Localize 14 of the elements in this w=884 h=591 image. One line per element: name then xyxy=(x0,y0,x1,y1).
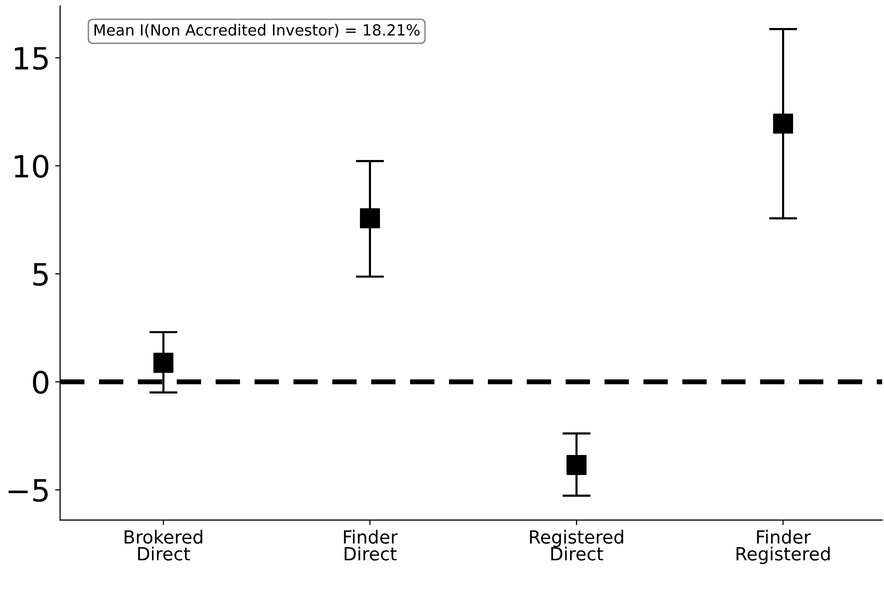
y-tick-label: 5 xyxy=(33,263,48,286)
x-tick-label: Registered Direct xyxy=(530,530,624,561)
y-tick-label: −5 xyxy=(8,479,48,502)
point xyxy=(566,454,587,475)
x-tick-label: Finder Direct xyxy=(344,530,398,561)
point xyxy=(153,352,174,373)
y-tick-label: 0 xyxy=(32,370,48,394)
y-tick-label: 10 xyxy=(14,154,48,178)
point xyxy=(773,114,794,134)
x-tick-label: Brokered Direct xyxy=(124,530,202,561)
annotation: Mean I(Non Accredited Investor) = 18.21% xyxy=(94,24,420,38)
point xyxy=(360,208,380,228)
y-tick-label: 15 xyxy=(14,47,48,70)
x-tick-label: Finder Registered xyxy=(736,530,830,564)
